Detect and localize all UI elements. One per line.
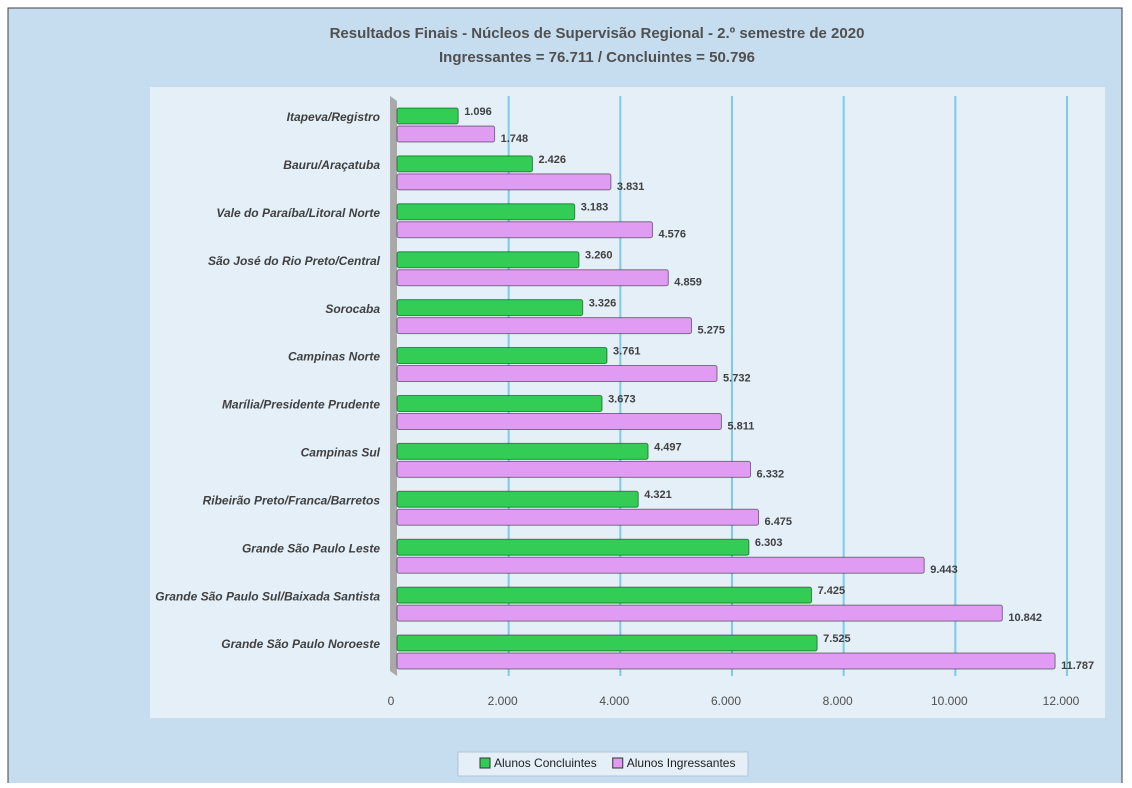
value-label: 2.426 xyxy=(538,154,566,166)
value-label: 6.303 xyxy=(755,537,783,549)
bar xyxy=(396,412,722,430)
value-label: 7.425 xyxy=(818,585,846,597)
y-tick-label: Vale do Paraíba/Litoral Norte xyxy=(216,206,380,220)
value-label: 10.842 xyxy=(1008,612,1042,624)
value-label: 3.326 xyxy=(589,298,617,310)
y-tick-label: São José do Rio Preto/Central xyxy=(208,254,381,268)
x-tick-label: 4.000 xyxy=(599,694,629,708)
x-tick-label: 6.000 xyxy=(711,694,741,708)
value-label: 6.475 xyxy=(765,516,793,528)
y-tick-label: Marília/Presidente Prudente xyxy=(222,398,380,412)
x-tick-label: 12.000 xyxy=(1043,694,1080,708)
bar xyxy=(396,221,653,239)
bar xyxy=(396,586,813,604)
value-label: 11.787 xyxy=(1061,660,1094,672)
y-tick-label: Campinas Sul xyxy=(301,446,381,460)
bar xyxy=(396,299,584,317)
bar xyxy=(396,490,639,508)
value-label: 9.443 xyxy=(930,564,958,576)
value-label: 6.332 xyxy=(757,468,785,480)
bar xyxy=(396,317,693,335)
x-tick-label: 10.000 xyxy=(931,694,968,708)
x-tick-label: 8.000 xyxy=(823,694,853,708)
value-label: 3.761 xyxy=(613,345,641,357)
value-label: 4.576 xyxy=(658,229,686,241)
value-label: 4.321 xyxy=(644,489,672,501)
bar xyxy=(396,508,760,526)
value-label: 3.831 xyxy=(617,181,645,193)
bar xyxy=(396,604,1003,622)
y-tick-label: Grande São Paulo Noroeste xyxy=(221,637,380,651)
value-label: 3.673 xyxy=(608,393,636,405)
bar xyxy=(396,155,533,173)
value-label: 5.275 xyxy=(698,325,726,337)
bar xyxy=(396,251,580,269)
value-label: 3.260 xyxy=(585,250,613,262)
value-label: 3.183 xyxy=(581,202,609,214)
bar xyxy=(396,347,608,365)
value-label: 1.748 xyxy=(501,133,529,145)
bar xyxy=(396,173,612,191)
legend-swatch xyxy=(612,757,624,769)
chart-title: Resultados Finais - Núcleos de Supervisã… xyxy=(330,25,865,42)
y-tick-label: Sorocaba xyxy=(325,302,380,316)
chart-subtitle: Ingressantes = 76.711 / Concluintes = 50… xyxy=(439,49,755,66)
bar xyxy=(396,107,459,125)
legend-label: Alunos Ingressantes xyxy=(627,756,736,770)
bar xyxy=(396,125,496,143)
y-tick-label: Ribeirão Preto/Franca/Barretos xyxy=(203,493,381,507)
legend-swatch xyxy=(479,757,491,769)
x-tick-label: 0 xyxy=(388,694,395,708)
bar xyxy=(396,460,752,478)
y-tick-label: Itapeva/Registro xyxy=(287,110,380,124)
y-tick-label: Bauru/Araçatuba xyxy=(283,158,380,172)
bar xyxy=(396,269,669,287)
bar xyxy=(396,652,1056,670)
bar xyxy=(396,203,576,221)
y-tick-label: Grande São Paulo Sul/Baixada Santista xyxy=(155,589,380,603)
y-tick-label: Grande São Paulo Leste xyxy=(242,541,380,555)
bar xyxy=(396,394,603,412)
value-label: 4.859 xyxy=(674,277,702,289)
value-label: 5.811 xyxy=(727,420,754,432)
value-label: 4.497 xyxy=(654,441,682,453)
bar xyxy=(396,556,925,574)
axis-wall xyxy=(390,96,397,676)
y-tick-label: Campinas Norte xyxy=(288,350,380,364)
bar xyxy=(396,538,750,556)
legend xyxy=(457,751,749,777)
x-tick-label: 2.000 xyxy=(488,694,518,708)
legend-label: Alunos Concluintes xyxy=(494,756,597,770)
bar xyxy=(396,442,649,460)
value-label: 1.096 xyxy=(464,106,492,118)
bar xyxy=(396,634,818,652)
value-label: 7.525 xyxy=(823,633,851,645)
bar xyxy=(396,365,718,383)
value-label: 5.732 xyxy=(723,372,751,384)
